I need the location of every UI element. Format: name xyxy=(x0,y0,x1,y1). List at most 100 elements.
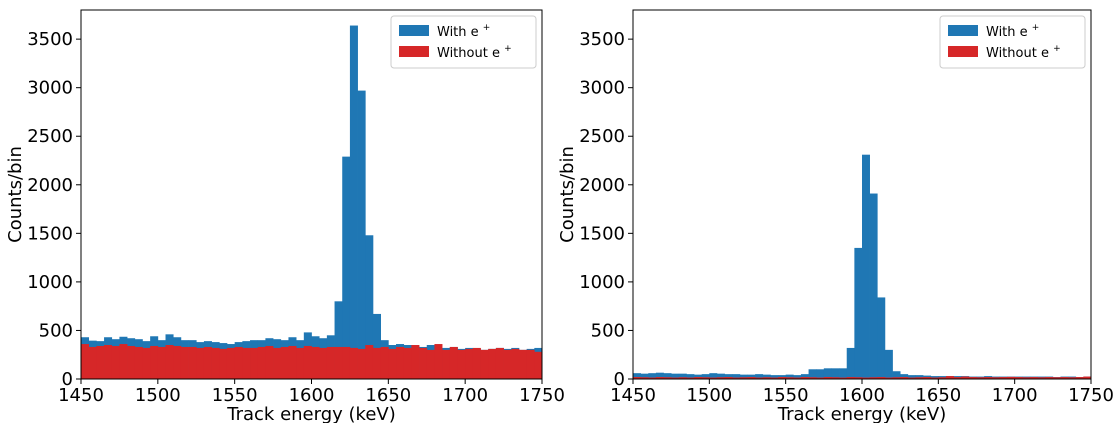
histogram-bar xyxy=(104,345,113,379)
histogram-bar xyxy=(1075,377,1084,379)
histogram-bar xyxy=(671,377,680,379)
histogram-bar xyxy=(869,193,878,379)
histogram-bar xyxy=(823,368,832,379)
chart-panel-2: 1450 1500 1550 1600 1650 1700 1750 0 500 1000 1500… xyxy=(557,9,1114,423)
y-tick-label: 1000 xyxy=(579,272,625,293)
histogram-bar xyxy=(854,377,863,379)
y-tick-label: 1500 xyxy=(27,223,73,244)
histogram-bar xyxy=(739,374,748,379)
x-tick-label: 1650 xyxy=(365,385,411,406)
histogram-bar xyxy=(755,377,764,379)
histogram-bar xyxy=(953,377,962,379)
histogram-bar xyxy=(180,346,189,379)
histogram-bar xyxy=(686,377,695,379)
legend-entry-label: With e + xyxy=(986,23,1039,40)
histogram-bar xyxy=(655,372,664,379)
histogram-bar xyxy=(372,313,381,379)
histogram-bar xyxy=(188,346,197,379)
legend: With e +Without e + xyxy=(390,15,537,69)
histogram-bar xyxy=(762,377,771,379)
histogram-bar xyxy=(877,297,886,379)
x-tick-label: 1500 xyxy=(135,385,181,406)
histogram-bar xyxy=(357,348,366,379)
legend-swatch xyxy=(399,25,429,36)
histogram-bar xyxy=(968,377,977,379)
x-tick-label: 1700 xyxy=(442,385,488,406)
histogram-bar xyxy=(150,345,159,379)
legend-series-superscript: + xyxy=(483,23,491,33)
histogram-bar xyxy=(907,377,916,379)
series-2 xyxy=(81,344,543,379)
legend-series-superscript: + xyxy=(504,44,512,54)
histogram-bar xyxy=(762,374,771,379)
histogram-bar xyxy=(816,377,825,379)
y-tick-label: 3500 xyxy=(579,29,625,50)
y-tick-label: 500 xyxy=(39,320,73,341)
histogram-bar xyxy=(480,349,489,379)
x-tick-label: 1450 xyxy=(610,385,656,406)
y-axis-label: Counts/bin xyxy=(557,146,578,243)
histogram-bar xyxy=(701,377,710,379)
histogram-bar xyxy=(273,347,282,379)
y-axis-label: Counts/bin xyxy=(5,146,26,243)
histogram-bar xyxy=(1029,377,1038,379)
series-1 xyxy=(633,154,1092,379)
legend-series-name: Without e xyxy=(986,46,1053,61)
histogram-bar xyxy=(724,374,733,379)
legend-series-superscript: + xyxy=(1032,23,1040,33)
histogram-bar xyxy=(831,368,840,379)
histogram-bar xyxy=(633,373,641,379)
histogram-bar xyxy=(640,373,649,379)
histogram-bar xyxy=(785,374,794,379)
histogram-bar xyxy=(694,377,703,379)
histogram-bar xyxy=(739,377,748,379)
histogram-bar xyxy=(747,374,756,379)
x-tick-label: 1600 xyxy=(839,385,885,406)
histogram-bar xyxy=(334,346,343,379)
x-tick-label: 1700 xyxy=(992,385,1038,406)
histogram-bar xyxy=(203,346,212,379)
histogram-bar xyxy=(907,375,916,379)
histogram-bar xyxy=(724,377,733,379)
histogram-bar xyxy=(709,373,718,379)
histogram-bar xyxy=(472,347,481,379)
histogram-bar xyxy=(242,347,251,379)
legend-entry-label: Without e + xyxy=(986,44,1061,61)
histogram-bar xyxy=(380,346,389,379)
histogram-bar xyxy=(403,347,412,379)
histogram-bar xyxy=(839,377,848,379)
histogram-bar xyxy=(663,373,672,379)
histogram-bar xyxy=(419,347,428,379)
histogram-bar xyxy=(342,156,351,379)
histogram-bar xyxy=(134,346,143,379)
legend-series-superscript: + xyxy=(1053,44,1061,54)
histogram-bar xyxy=(411,345,420,379)
histogram-bar xyxy=(854,247,863,379)
histogram-bar xyxy=(846,377,855,379)
y-tick-label: 3000 xyxy=(579,78,625,99)
histogram-bar xyxy=(915,377,924,379)
histogram-bar xyxy=(671,373,680,379)
legend: With e + Without e + xyxy=(939,15,1086,69)
y-tick-label: 2000 xyxy=(579,175,625,196)
histogram-bar xyxy=(755,374,764,379)
histogram-bar xyxy=(81,344,90,379)
histogram-bar xyxy=(793,375,802,379)
histogram-bar xyxy=(303,345,312,379)
histogram-bar xyxy=(1068,377,1077,379)
y-tick-label: 2500 xyxy=(579,126,625,147)
x-tick-label: 1750 xyxy=(519,385,565,406)
histogram-bar xyxy=(1014,377,1023,379)
histogram-bar xyxy=(296,347,305,379)
histogram-bar xyxy=(633,377,641,379)
histogram-bar xyxy=(357,90,366,379)
histogram-bar xyxy=(823,377,832,379)
histogram-bar xyxy=(770,377,779,379)
histogram-bar xyxy=(234,346,243,379)
histogram-bar xyxy=(778,377,787,379)
histogram-bar xyxy=(257,346,266,379)
histogram-bar xyxy=(495,347,504,379)
y-tick-label: 3500 xyxy=(27,29,73,50)
histogram-bar xyxy=(869,377,878,379)
histogram-bar xyxy=(923,377,932,379)
